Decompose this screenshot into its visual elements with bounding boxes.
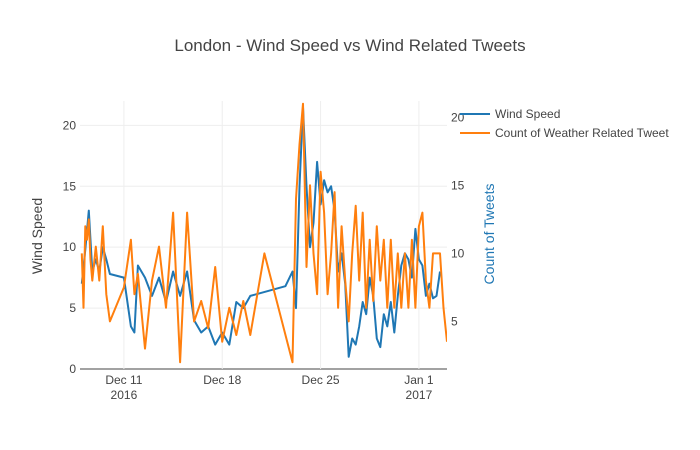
y2-tick-label: 10 <box>451 246 465 260</box>
x-tick-label: Jan 1 <box>404 373 434 387</box>
y-axis: 0 5 10 15 20 <box>63 118 77 376</box>
y2-tick-label: 5 <box>451 314 458 328</box>
y2-axis: 5 10 15 20 <box>451 110 465 328</box>
y2-tick-label: 15 <box>451 178 465 192</box>
x-tick-label: Dec 18 <box>203 373 241 387</box>
y-tick-label: 10 <box>63 240 77 254</box>
chart-title: London - Wind Speed vs Wind Related Twee… <box>174 36 525 55</box>
wind-speed-line <box>80 106 441 358</box>
legend-label: Count of Weather Related Tweet <box>495 126 669 140</box>
y-tick-label: 20 <box>63 118 77 132</box>
y-axis-title: Wind Speed <box>29 198 45 274</box>
y2-tick-label: 20 <box>451 110 465 124</box>
legend-item[interactable]: Wind Speed <box>460 107 560 121</box>
legend-label: Wind Speed <box>495 107 560 121</box>
legend[interactable]: Wind Speed Count of Weather Related Tweet <box>460 107 669 140</box>
tweet-count-line <box>80 102 447 364</box>
x-tick-label: Dec 25 <box>302 373 340 387</box>
y-tick-label: 0 <box>69 362 76 376</box>
x-tick-label: Dec 11 <box>105 373 142 387</box>
y-tick-label: 5 <box>69 301 76 315</box>
x-tick-year-label: 2017 <box>406 388 433 402</box>
x-tick-year-label: 2016 <box>111 388 138 402</box>
legend-item[interactable]: Count of Weather Related Tweet <box>460 126 669 140</box>
y-tick-label: 15 <box>63 179 77 193</box>
plot-area <box>80 102 447 364</box>
y2-axis-title: Count of Tweets <box>481 184 497 285</box>
